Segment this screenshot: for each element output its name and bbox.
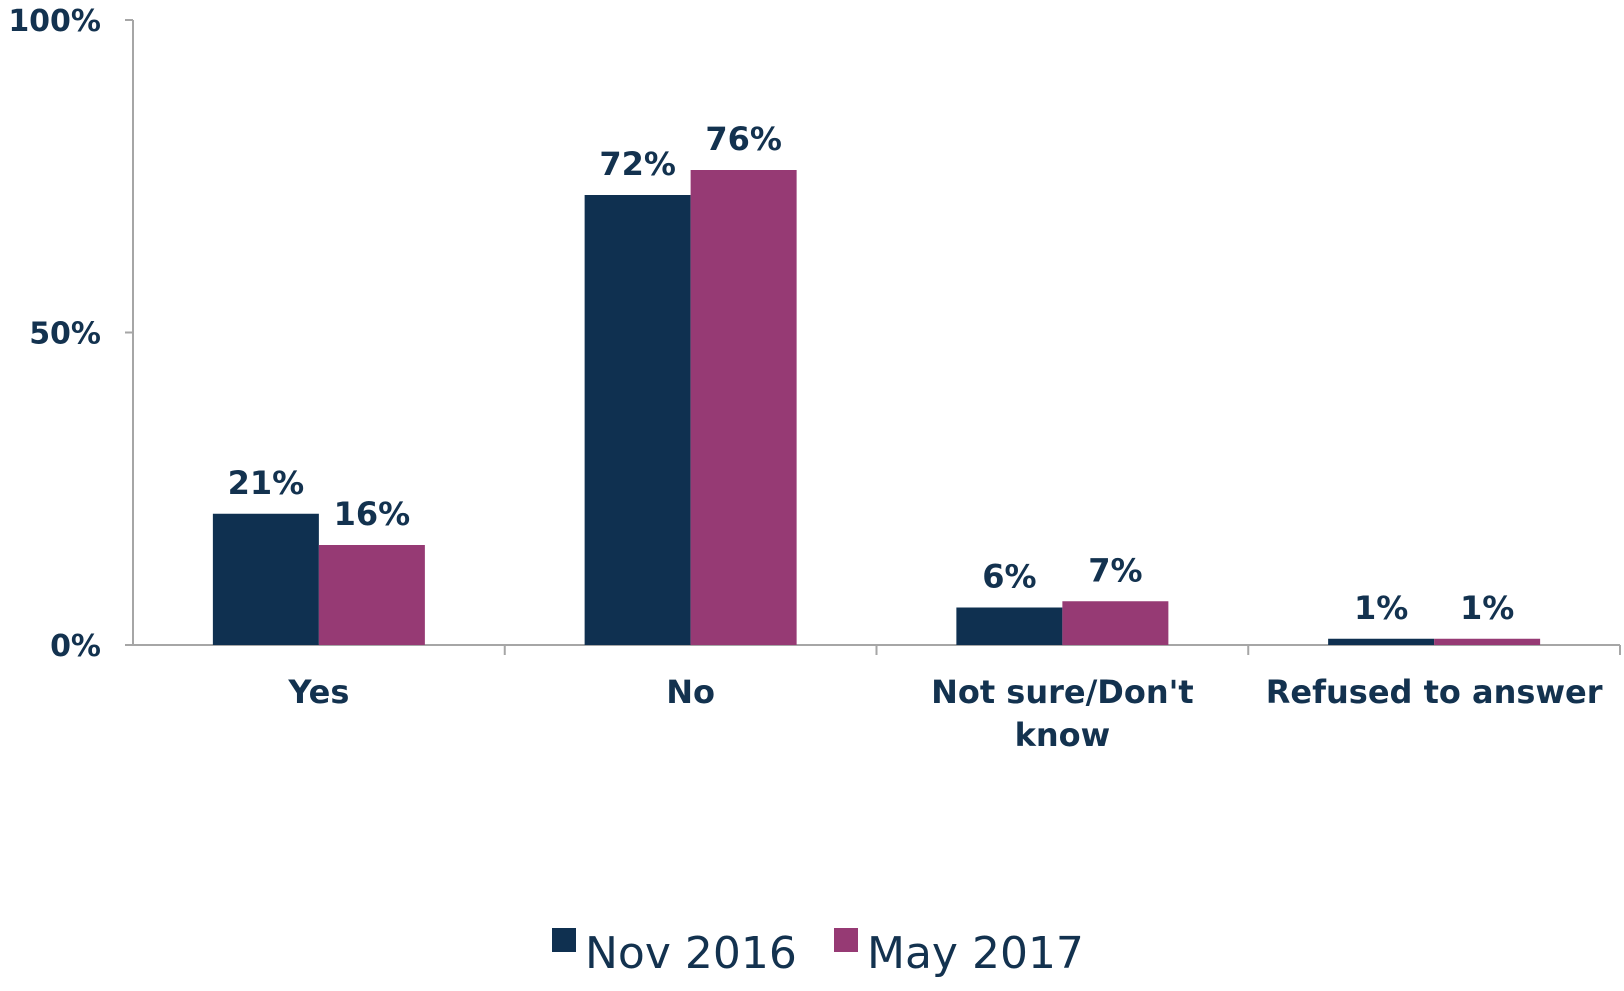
data-labels: 21% 16% 72% 76% 6% 7% 1% 1%: [228, 120, 1515, 627]
axes: 0% 50% 100% Yes No Not sure/Don't know Refused …: [8, 4, 1621, 754]
bars: [212, 170, 1541, 645]
data-label: 21%: [228, 464, 305, 502]
bar: [1328, 638, 1435, 645]
data-label: 72%: [599, 145, 676, 183]
legend: Nov 2016 May 2017: [552, 928, 1084, 979]
bar: [1434, 638, 1541, 645]
data-label: 6%: [982, 558, 1036, 596]
bar: [690, 170, 797, 645]
bar: [212, 513, 319, 645]
bar: [956, 607, 1063, 645]
data-label: 1%: [1460, 589, 1514, 627]
legend-label: Nov 2016: [585, 928, 797, 979]
data-label: 1%: [1354, 589, 1408, 627]
bar: [318, 545, 425, 645]
data-label: 7%: [1088, 551, 1142, 589]
y-tick-label: 100%: [8, 4, 101, 39]
bar: [1062, 601, 1169, 645]
x-tick-label: Refused to answer: [1266, 673, 1603, 711]
bar: [584, 195, 691, 645]
y-tick-label: 50%: [29, 317, 101, 352]
data-label: 16%: [334, 495, 411, 533]
legend-label: May 2017: [867, 928, 1084, 979]
legend-swatch: [552, 928, 576, 952]
legend-swatch: [834, 928, 858, 952]
data-label: 76%: [705, 120, 782, 158]
y-tick-label: 0%: [50, 629, 101, 664]
x-tick-label: No: [666, 673, 715, 711]
x-tick-label: Not sure/Don't know: [931, 673, 1194, 754]
x-tick-label: Yes: [287, 673, 349, 711]
